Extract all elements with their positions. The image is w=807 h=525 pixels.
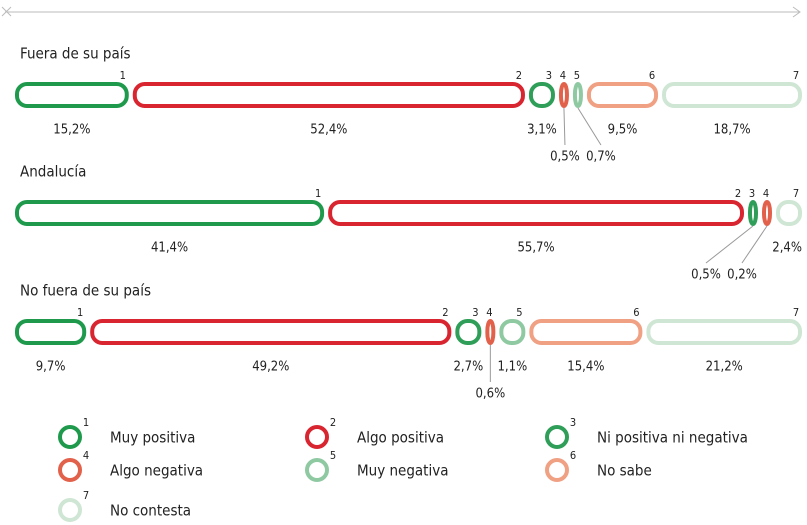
legend-number: 2 <box>330 416 336 429</box>
bar-segment <box>132 82 525 108</box>
legend-swatch <box>545 458 569 482</box>
bar-segment <box>528 82 555 108</box>
value-label: 49,2% <box>252 360 289 375</box>
legend-label: Muy negativa <box>357 462 448 480</box>
bar-segment <box>762 200 772 226</box>
segment-number: 4 <box>763 187 769 200</box>
value-label: 0,7% <box>586 150 616 165</box>
value-label: 55,7% <box>517 241 554 256</box>
segment-number: 3 <box>546 69 552 82</box>
bar-segment <box>776 200 802 226</box>
legend-swatch <box>58 458 82 482</box>
bar-segment <box>15 82 129 108</box>
segment-number: 6 <box>633 306 639 319</box>
segment-number: 5 <box>516 306 522 319</box>
bar-segment <box>15 319 87 345</box>
value-label: 18,7% <box>713 123 750 138</box>
value-label: 2,7% <box>453 360 483 375</box>
value-label: 0,5% <box>550 150 580 165</box>
legend-swatch <box>305 458 329 482</box>
callout-line <box>577 107 602 146</box>
segment-number: 2 <box>516 69 522 82</box>
bar-segment <box>748 200 758 226</box>
legend-number: 3 <box>570 416 576 429</box>
value-label: 9,5% <box>608 123 638 138</box>
row-title: No fuera de su país <box>20 282 151 300</box>
value-label: 52,4% <box>310 123 347 138</box>
segment-number: 3 <box>749 187 755 200</box>
bar-segment <box>646 319 802 345</box>
value-label: 3,1% <box>527 123 557 138</box>
segment-number: 6 <box>649 69 655 82</box>
segment-number: 7 <box>793 306 799 319</box>
bar-segment <box>558 82 569 108</box>
segment-number: 2 <box>442 306 448 319</box>
segment-number: 3 <box>472 306 478 319</box>
value-label: 0,2% <box>727 268 757 283</box>
callout-line <box>705 225 754 264</box>
bar-segment <box>328 200 744 226</box>
legend-label: Ni positiva ni negativa <box>597 429 748 447</box>
bar-segment <box>529 319 643 345</box>
value-label: 41,4% <box>151 241 188 256</box>
segment-number: 4 <box>486 306 492 319</box>
legend-number: 6 <box>570 449 576 462</box>
segment-number: 1 <box>120 69 126 82</box>
legend-number: 7 <box>83 489 89 502</box>
row-title: Andalucía <box>20 163 86 181</box>
bar-segment <box>662 82 802 108</box>
bar-segment <box>586 82 659 108</box>
value-label: 1,1% <box>497 360 527 375</box>
value-label: 0,6% <box>475 387 505 402</box>
segment-number: 4 <box>560 69 566 82</box>
bar-segment <box>572 82 583 108</box>
legend-swatch <box>305 425 329 449</box>
callout-line <box>563 107 566 146</box>
legend-swatch <box>58 425 82 449</box>
segment-number: 1 <box>77 306 83 319</box>
legend-number: 1 <box>83 416 89 429</box>
bar-segment <box>15 200 325 226</box>
legend-number: 4 <box>83 449 89 462</box>
legend-label: No contesta <box>110 502 191 520</box>
value-label: 0,5% <box>691 268 721 283</box>
segment-number: 5 <box>574 69 580 82</box>
value-label: 15,4% <box>567 360 604 375</box>
bar-segment <box>485 319 496 345</box>
value-label: 2,4% <box>772 241 802 256</box>
legend-swatch <box>58 498 82 522</box>
bar-segment <box>499 319 526 345</box>
value-label: 9,7% <box>36 360 66 375</box>
legend-swatch <box>545 425 569 449</box>
row-title: Fuera de su país <box>20 45 131 63</box>
legend-label: Algo negativa <box>110 462 203 480</box>
top-axis <box>1 6 801 18</box>
callout-line <box>741 225 768 264</box>
value-label: 15,2% <box>53 123 90 138</box>
value-label: 21,2% <box>706 360 743 375</box>
legend-label: Algo positiva <box>357 429 444 447</box>
legend-label: Muy positiva <box>110 429 195 447</box>
segment-number: 1 <box>315 187 321 200</box>
bar-segment <box>455 319 482 345</box>
bar-segment <box>90 319 452 345</box>
segment-number: 7 <box>793 69 799 82</box>
legend-number: 5 <box>330 449 336 462</box>
segment-number: 7 <box>793 187 799 200</box>
legend-label: No sabe <box>597 462 652 480</box>
segment-number: 2 <box>735 187 741 200</box>
